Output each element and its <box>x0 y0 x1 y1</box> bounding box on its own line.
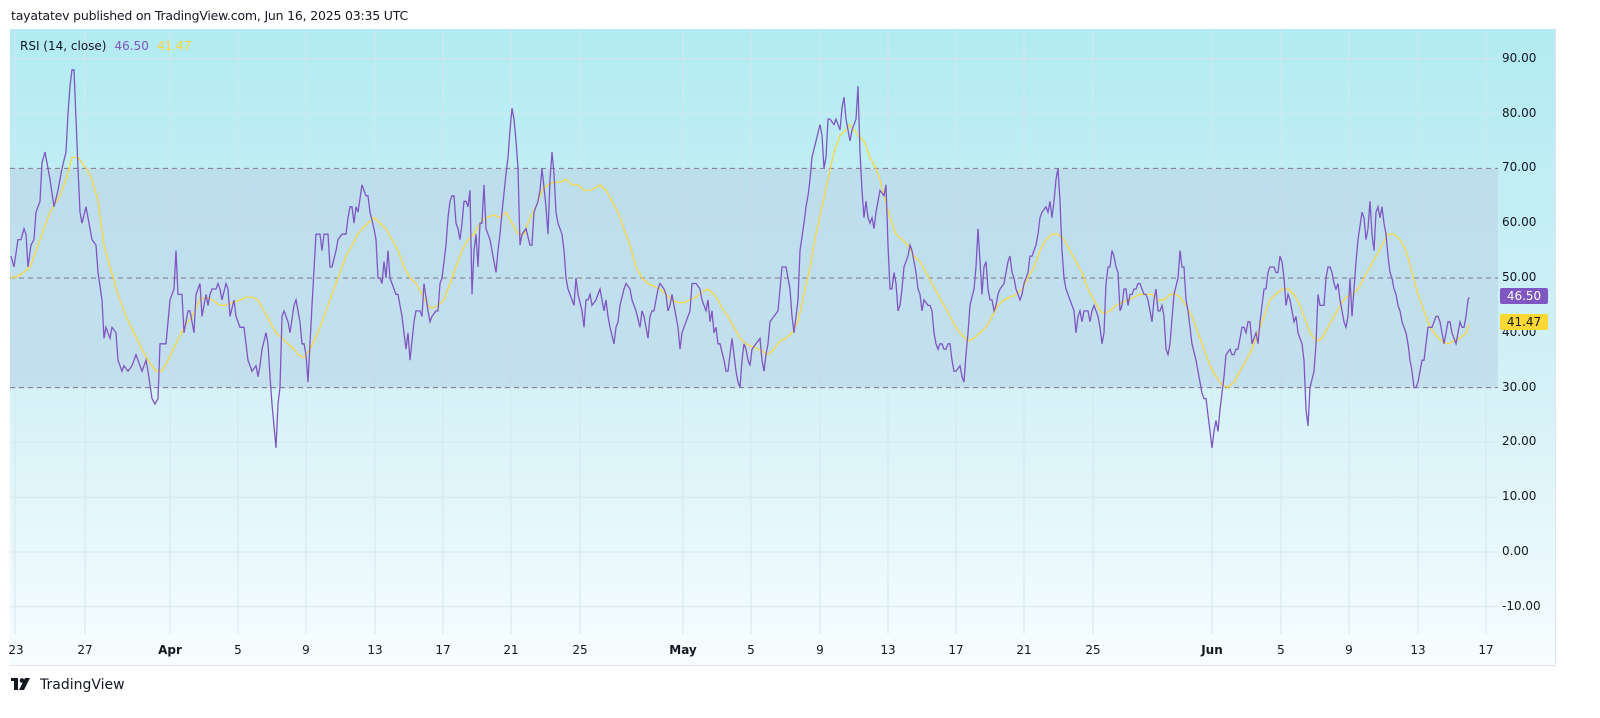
y-axis-label: 60.00 <box>1502 215 1537 230</box>
y-axis-label: 10.00 <box>1502 489 1537 504</box>
tradingview-brand[interactable]: TradingView <box>11 676 125 694</box>
ma-value-badge: 41.47 <box>1500 313 1548 330</box>
y-axis-label: 90.00 <box>1502 50 1537 65</box>
x-axis-label: 5 <box>1277 643 1285 657</box>
x-axis-label: 25 <box>572 643 588 657</box>
x-axis-label: 9 <box>302 643 310 657</box>
x-axis-label: 5 <box>747 643 755 657</box>
x-axis-label: 5 <box>234 643 242 657</box>
y-axis-label: 80.00 <box>1502 105 1537 120</box>
rsi-chart-canvas[interactable] <box>10 29 1555 665</box>
x-axis-label: 13 <box>1410 643 1426 657</box>
indicator-legend[interactable]: RSI (14, close) 46.50 41.47 <box>20 39 191 53</box>
rsi-value-badge: 46.50 <box>1500 288 1548 305</box>
x-axis-label: Apr <box>158 643 182 657</box>
x-axis-label: 9 <box>816 643 824 657</box>
x-axis-label: Jun <box>1201 643 1223 657</box>
y-axis-label: 20.00 <box>1502 434 1537 449</box>
publisher-info: tayatatev published on TradingView.com, … <box>11 8 408 23</box>
brand-name: TradingView <box>40 677 125 693</box>
y-axis-label: 0.00 <box>1502 544 1529 558</box>
y-axis-label: 50.00 <box>1502 270 1537 284</box>
x-axis-label: 25 <box>1085 643 1101 657</box>
x-axis-label: 17 <box>435 643 451 657</box>
rsi-chart[interactable]: RSI (14, close) 46.50 41.47 90.00 80.00 70… <box>8 29 1556 666</box>
tradingview-logo-icon <box>11 676 35 694</box>
x-axis-label: 13 <box>367 643 383 657</box>
x-axis-label: 21 <box>503 643 519 657</box>
y-axis-label: 30.00 <box>1502 379 1537 394</box>
rsi-value: 46.50 <box>114 39 149 53</box>
x-axis-label: May <box>669 643 697 657</box>
x-axis-label: 27 <box>77 643 93 657</box>
x-axis-label: 13 <box>880 643 896 657</box>
x-axis-label: 23 <box>8 643 24 657</box>
x-axis-label: 9 <box>1345 643 1353 657</box>
x-axis-label: 21 <box>1016 643 1032 657</box>
indicator-name: RSI (14, close) <box>20 39 107 53</box>
x-axis-label: 17 <box>948 643 964 657</box>
x-axis-label: 17 <box>1478 643 1494 657</box>
ma-value: 41.47 <box>156 39 192 53</box>
y-axis-label: -10.00 <box>1502 598 1541 613</box>
y-axis-label: 70.00 <box>1502 160 1537 175</box>
